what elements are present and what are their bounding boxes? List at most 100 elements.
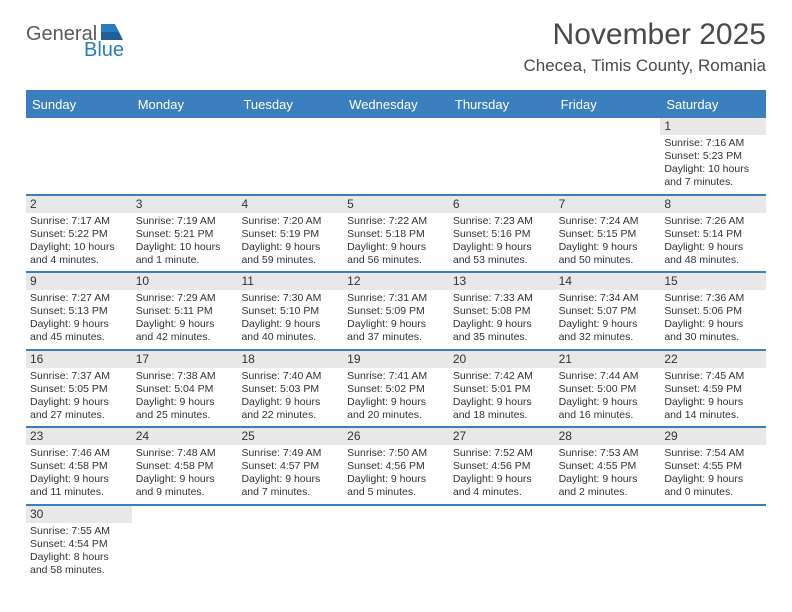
daylight-text: Daylight: 9 hours and 40 minutes. <box>241 318 339 344</box>
sunset-text: Sunset: 4:59 PM <box>664 383 762 396</box>
sunset-text: Sunset: 5:01 PM <box>453 383 551 396</box>
day-cell: Sunrise: 7:36 AMSunset: 5:06 PMDaylight:… <box>660 290 766 349</box>
daylight-text: Daylight: 9 hours and 22 minutes. <box>241 396 339 422</box>
sunset-text: Sunset: 5:07 PM <box>559 305 657 318</box>
day-num: 19 <box>343 351 449 368</box>
day-num: 7 <box>555 196 661 213</box>
day-cell <box>555 523 661 582</box>
day-num: 26 <box>343 428 449 445</box>
sunrise-text: Sunrise: 7:45 AM <box>664 370 762 383</box>
day-header: Saturday <box>660 92 766 118</box>
title-block: November 2025 Checea, Timis County, Roma… <box>523 18 766 76</box>
day-cell: Sunrise: 7:19 AMSunset: 5:21 PMDaylight:… <box>132 213 238 272</box>
day-cell: Sunrise: 7:37 AMSunset: 5:05 PMDaylight:… <box>26 368 132 427</box>
day-cell <box>343 523 449 582</box>
week-block: 30Sunrise: 7:55 AMSunset: 4:54 PMDayligh… <box>26 506 766 582</box>
sunrise-text: Sunrise: 7:33 AM <box>453 292 551 305</box>
sunrise-text: Sunrise: 7:40 AM <box>241 370 339 383</box>
sunrise-text: Sunrise: 7:36 AM <box>664 292 762 305</box>
day-num <box>449 506 555 523</box>
sunset-text: Sunset: 4:55 PM <box>559 460 657 473</box>
daylight-text: Daylight: 10 hours and 1 minute. <box>136 241 234 267</box>
sunset-text: Sunset: 5:03 PM <box>241 383 339 396</box>
daylight-text: Daylight: 10 hours and 7 minutes. <box>664 163 762 189</box>
sunset-text: Sunset: 5:05 PM <box>30 383 128 396</box>
day-cell: Sunrise: 7:53 AMSunset: 4:55 PMDaylight:… <box>555 445 661 504</box>
sunrise-text: Sunrise: 7:46 AM <box>30 447 128 460</box>
day-num: 16 <box>26 351 132 368</box>
week-content-row: Sunrise: 7:16 AMSunset: 5:23 PMDaylight:… <box>26 135 766 194</box>
day-cell: Sunrise: 7:30 AMSunset: 5:10 PMDaylight:… <box>237 290 343 349</box>
sunset-text: Sunset: 4:56 PM <box>347 460 445 473</box>
day-num: 17 <box>132 351 238 368</box>
day-cell: Sunrise: 7:23 AMSunset: 5:16 PMDaylight:… <box>449 213 555 272</box>
logo-word2: Blue <box>84 40 124 60</box>
day-cell <box>449 135 555 194</box>
daylight-text: Daylight: 9 hours and 2 minutes. <box>559 473 657 499</box>
day-cell <box>26 135 132 194</box>
sunset-text: Sunset: 5:15 PM <box>559 228 657 241</box>
day-cell: Sunrise: 7:38 AMSunset: 5:04 PMDaylight:… <box>132 368 238 427</box>
sunset-text: Sunset: 5:11 PM <box>136 305 234 318</box>
day-num-row: 1 <box>26 118 766 135</box>
day-num: 29 <box>660 428 766 445</box>
day-cell: Sunrise: 7:16 AMSunset: 5:23 PMDaylight:… <box>660 135 766 194</box>
day-header: Friday <box>555 92 661 118</box>
sunset-text: Sunset: 5:09 PM <box>347 305 445 318</box>
day-cell: Sunrise: 7:26 AMSunset: 5:14 PMDaylight:… <box>660 213 766 272</box>
day-cell: Sunrise: 7:54 AMSunset: 4:55 PMDaylight:… <box>660 445 766 504</box>
day-num-row: 30 <box>26 506 766 523</box>
day-num <box>660 506 766 523</box>
sunrise-text: Sunrise: 7:41 AM <box>347 370 445 383</box>
day-cell: Sunrise: 7:45 AMSunset: 4:59 PMDaylight:… <box>660 368 766 427</box>
daylight-text: Daylight: 9 hours and 14 minutes. <box>664 396 762 422</box>
day-num: 13 <box>449 273 555 290</box>
daylight-text: Daylight: 9 hours and 56 minutes. <box>347 241 445 267</box>
day-cell: Sunrise: 7:42 AMSunset: 5:01 PMDaylight:… <box>449 368 555 427</box>
daylight-text: Daylight: 9 hours and 37 minutes. <box>347 318 445 344</box>
day-header: Sunday <box>26 92 132 118</box>
sunset-text: Sunset: 5:06 PM <box>664 305 762 318</box>
week-block: 16171819202122Sunrise: 7:37 AMSunset: 5:… <box>26 351 766 429</box>
daylight-text: Daylight: 9 hours and 11 minutes. <box>30 473 128 499</box>
day-num <box>555 506 661 523</box>
week-block: 1Sunrise: 7:16 AMSunset: 5:23 PMDaylight… <box>26 118 766 196</box>
sunrise-text: Sunrise: 7:16 AM <box>664 137 762 150</box>
week-block: 2345678Sunrise: 7:17 AMSunset: 5:22 PMDa… <box>26 196 766 274</box>
daylight-text: Daylight: 9 hours and 0 minutes. <box>664 473 762 499</box>
day-cell <box>132 135 238 194</box>
day-header: Thursday <box>449 92 555 118</box>
day-num: 9 <box>26 273 132 290</box>
day-num: 10 <box>132 273 238 290</box>
day-num <box>343 118 449 135</box>
day-cell <box>237 135 343 194</box>
day-cell: Sunrise: 7:33 AMSunset: 5:08 PMDaylight:… <box>449 290 555 349</box>
sunrise-text: Sunrise: 7:54 AM <box>664 447 762 460</box>
day-num: 5 <box>343 196 449 213</box>
day-cell: Sunrise: 7:22 AMSunset: 5:18 PMDaylight:… <box>343 213 449 272</box>
day-num: 28 <box>555 428 661 445</box>
sunset-text: Sunset: 5:13 PM <box>30 305 128 318</box>
day-num: 23 <box>26 428 132 445</box>
sunset-text: Sunset: 5:08 PM <box>453 305 551 318</box>
sunset-text: Sunset: 5:22 PM <box>30 228 128 241</box>
day-cell: Sunrise: 7:48 AMSunset: 4:58 PMDaylight:… <box>132 445 238 504</box>
sunset-text: Sunset: 4:57 PM <box>241 460 339 473</box>
day-cell: Sunrise: 7:44 AMSunset: 5:00 PMDaylight:… <box>555 368 661 427</box>
calendar: SundayMondayTuesdayWednesdayThursdayFrid… <box>26 90 766 581</box>
day-num <box>449 118 555 135</box>
day-header-row: SundayMondayTuesdayWednesdayThursdayFrid… <box>26 92 766 118</box>
day-num: 27 <box>449 428 555 445</box>
daylight-text: Daylight: 9 hours and 42 minutes. <box>136 318 234 344</box>
day-cell: Sunrise: 7:20 AMSunset: 5:19 PMDaylight:… <box>237 213 343 272</box>
day-num: 6 <box>449 196 555 213</box>
sunrise-text: Sunrise: 7:29 AM <box>136 292 234 305</box>
sunset-text: Sunset: 5:23 PM <box>664 150 762 163</box>
daylight-text: Daylight: 9 hours and 50 minutes. <box>559 241 657 267</box>
sunrise-text: Sunrise: 7:52 AM <box>453 447 551 460</box>
day-num: 25 <box>237 428 343 445</box>
sunrise-text: Sunrise: 7:48 AM <box>136 447 234 460</box>
daylight-text: Daylight: 9 hours and 27 minutes. <box>30 396 128 422</box>
sunset-text: Sunset: 4:58 PM <box>30 460 128 473</box>
week-content-row: Sunrise: 7:37 AMSunset: 5:05 PMDaylight:… <box>26 368 766 427</box>
